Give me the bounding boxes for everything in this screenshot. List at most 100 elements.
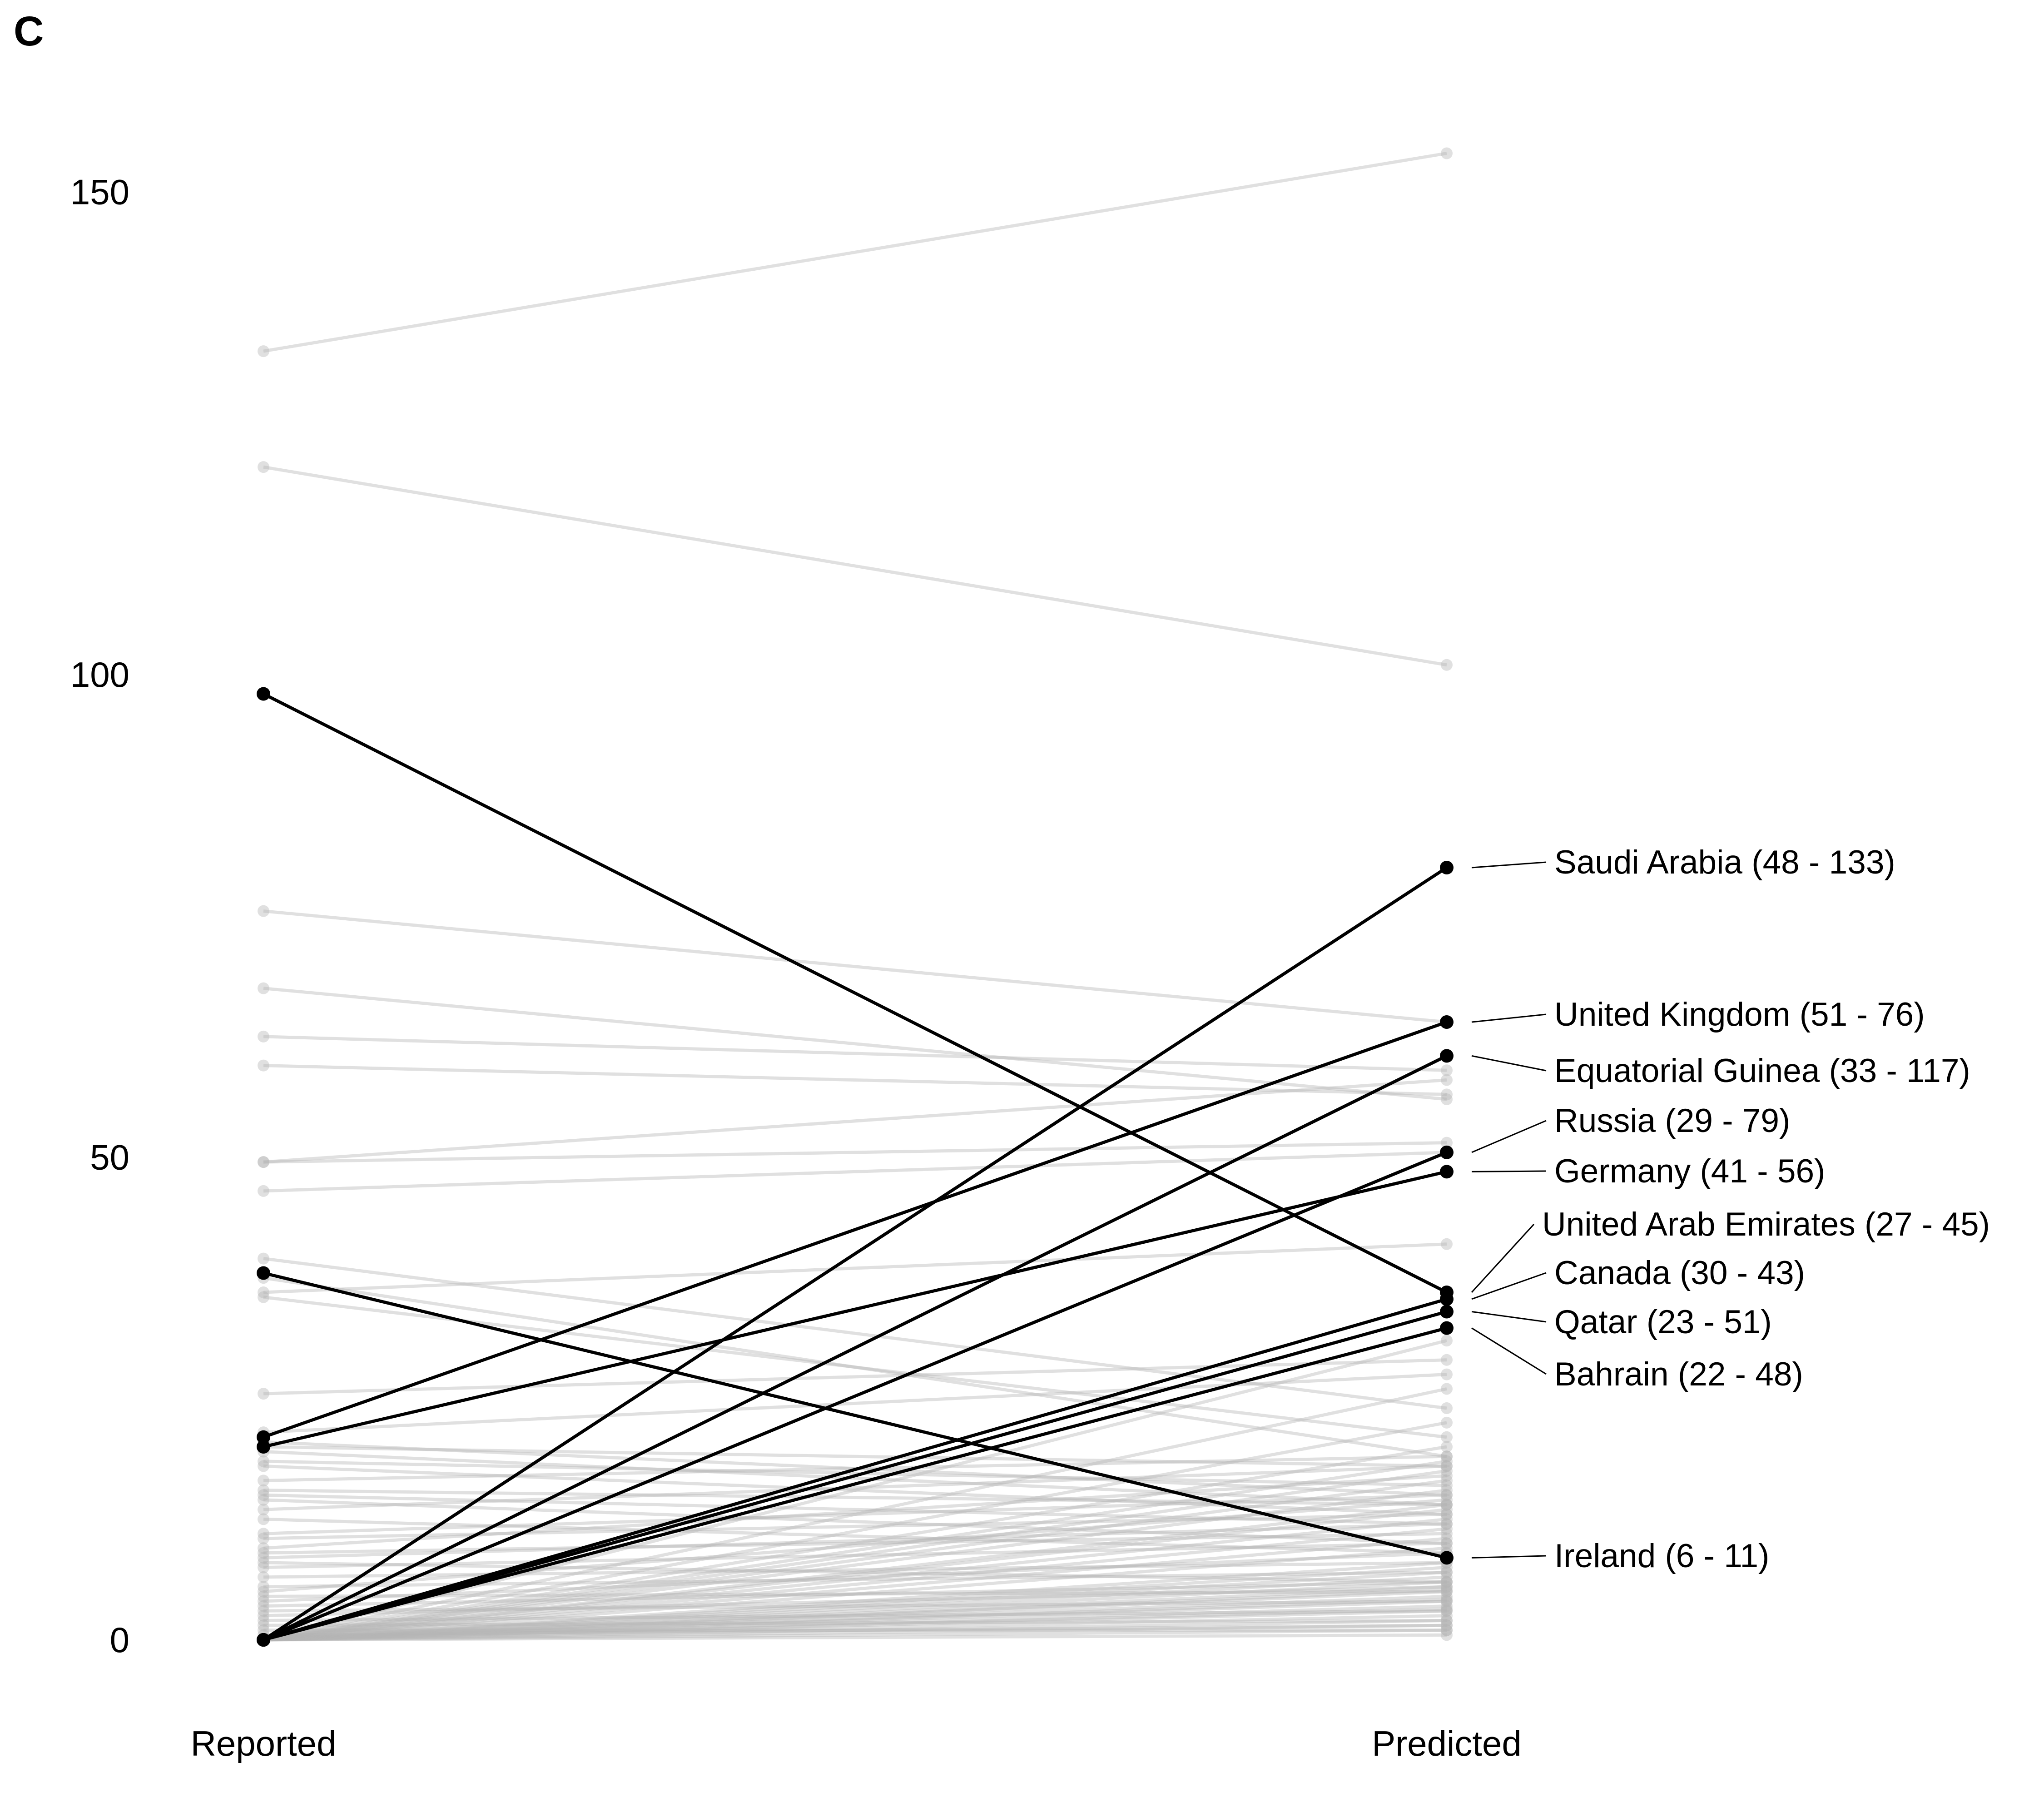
background-point (1441, 1368, 1453, 1380)
background-point (1441, 1402, 1453, 1414)
background-point (1441, 1537, 1453, 1549)
background-series-line (263, 1532, 1447, 1555)
x-tick-label: Predicted (1372, 1723, 1522, 1763)
background-point (258, 1595, 269, 1607)
background-series-line (263, 1609, 1447, 1642)
background-point (1441, 1499, 1453, 1511)
background-point (258, 1542, 269, 1554)
background-point (258, 1532, 269, 1544)
label-leader-line (1471, 1327, 1547, 1375)
background-point (1441, 1504, 1453, 1516)
background-series-line (263, 1151, 1447, 1193)
background-point (1441, 1450, 1453, 1463)
y-axis: 0 50 100 150 (70, 172, 129, 1660)
background-point (1441, 1441, 1453, 1453)
background-series-line (263, 1513, 1447, 1540)
background-series-line (263, 1619, 1447, 1627)
background-series-line (263, 1590, 1447, 1642)
background-series-line (263, 1489, 1447, 1642)
highlighted-series-line (263, 1170, 1447, 1449)
background-series-line (263, 1517, 1447, 1642)
background-point (1441, 1581, 1453, 1593)
background-series-line (263, 1604, 1447, 1642)
background-point (258, 1030, 269, 1043)
label-leader-line (1471, 1120, 1547, 1153)
background-point (1441, 1576, 1453, 1588)
series-label: Qatar (23 - 51) (1554, 1304, 1772, 1340)
background-point (1441, 1518, 1453, 1530)
highlighted-series-line (263, 866, 1448, 1641)
background-point (258, 1619, 269, 1632)
background-series-line (263, 1623, 1447, 1642)
background-series-line (263, 1479, 1447, 1642)
background-point (1441, 1609, 1453, 1622)
background-series-line (263, 1628, 1447, 1642)
background-point (1441, 1489, 1453, 1501)
background-series-line (263, 1588, 1447, 1642)
background-series-line (263, 1460, 1447, 1487)
background-series-line (263, 1623, 1447, 1637)
background-point (258, 1552, 269, 1564)
background-series-line (263, 1373, 1447, 1434)
background-series-line (263, 465, 1447, 667)
background-point (258, 1388, 269, 1400)
label-leader-line (1471, 1223, 1535, 1293)
highlighted-point (1440, 1292, 1454, 1306)
background-point (1441, 1566, 1453, 1579)
series-label: Equatorial Guinea (33 - 117) (1554, 1052, 1970, 1089)
background-series-line (263, 1561, 1447, 1579)
background-series-line (263, 987, 1447, 1101)
background-point (258, 1528, 269, 1540)
highlighted-point (257, 1266, 270, 1280)
background-point (1441, 1508, 1453, 1520)
background-point (1441, 1619, 1453, 1632)
background-series-line (263, 1542, 1447, 1569)
label-leader-line (1471, 1170, 1547, 1172)
highlighted-series-line (263, 1297, 1447, 1642)
highlighted-point (1440, 1305, 1454, 1319)
background-point (1441, 1513, 1453, 1525)
background-point (1441, 1494, 1453, 1506)
highlighted-series-line (263, 1326, 1447, 1642)
background-point (1441, 1605, 1453, 1617)
background-series-line (263, 1503, 1447, 1642)
background-series-line (263, 1387, 1447, 1642)
background-series-line (263, 1580, 1447, 1608)
background-series-line (263, 1609, 1447, 1622)
y-tick-label: 100 (70, 655, 129, 695)
background-point (1441, 1093, 1453, 1105)
background-point (1441, 1518, 1453, 1530)
highlighted-series-line (263, 692, 1448, 1294)
background-series-line (263, 1561, 1447, 1642)
background-point (258, 461, 269, 473)
background-point (1441, 1614, 1453, 1627)
highlighted-point (1440, 1015, 1454, 1029)
background-point (1441, 1600, 1453, 1612)
background-point (1441, 1455, 1453, 1467)
background-point (258, 1557, 269, 1569)
series-label: United Arab Emirates (27 - 45) (1542, 1206, 1990, 1243)
background-point (1441, 1460, 1453, 1472)
background-series-line (263, 1522, 1447, 1559)
background-point (258, 1494, 269, 1506)
label-leader-line (1471, 1555, 1547, 1559)
background-series-line (263, 1619, 1447, 1642)
background-series-line (263, 1508, 1447, 1642)
background-point (1441, 1354, 1453, 1366)
label-leader-line (1471, 1013, 1547, 1023)
background-series-line (263, 1242, 1447, 1294)
series-label: Russia (29 - 79) (1554, 1102, 1790, 1139)
background-point (258, 1156, 269, 1168)
highlighted-series-line (263, 1054, 1448, 1642)
background-series-line (263, 1599, 1447, 1642)
background-point (1441, 1383, 1453, 1395)
background-series-line (263, 1633, 1447, 1642)
background-point (1441, 1528, 1453, 1540)
background-series-line (263, 1585, 1447, 1618)
highlighted-series-line (263, 1020, 1448, 1439)
background-point (1441, 1416, 1453, 1429)
background-series-line (263, 909, 1447, 1024)
background-series-line (263, 1517, 1447, 1555)
